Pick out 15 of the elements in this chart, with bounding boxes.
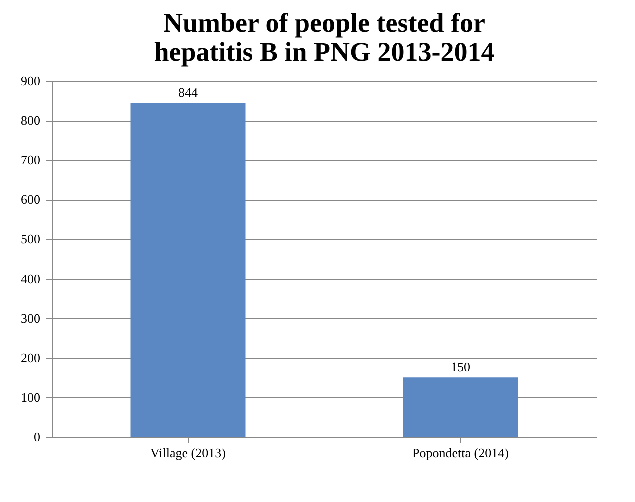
y-tick-label: 500: [21, 232, 40, 247]
y-tick-label: 300: [21, 310, 40, 326]
y-tick-label: 400: [21, 271, 40, 286]
y-tick-label: 0: [34, 430, 40, 444]
y-tick-label: 900: [21, 74, 40, 88]
data-label: 844: [178, 85, 198, 100]
chart-title: Number of people tested for hepatitis B in PNG 2013-2014: [154, 8, 495, 67]
y-tick-label: 100: [21, 390, 40, 405]
data-label: 150: [451, 360, 470, 375]
y-tick-label: 200: [21, 350, 40, 366]
y-tick-label: 800: [21, 113, 40, 128]
x-tick-label: Village (2013): [150, 446, 226, 460]
y-tick-label: 700: [21, 152, 40, 168]
x-tick-label: Popondetta (2014): [412, 446, 509, 460]
y-tick-label: 600: [21, 192, 40, 208]
